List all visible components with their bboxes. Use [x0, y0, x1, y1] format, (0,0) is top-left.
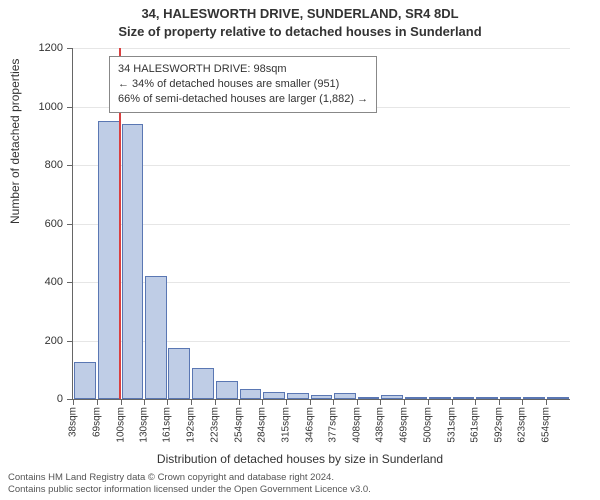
x-tick	[404, 399, 405, 405]
x-tick	[333, 399, 334, 405]
x-tick	[97, 399, 98, 405]
x-tick	[286, 399, 287, 405]
bar	[405, 397, 427, 399]
footer-attribution: Contains HM Land Registry data © Crown c…	[8, 472, 371, 496]
x-tick-label: 130sqm	[138, 407, 149, 443]
plot-area: 02004006008001000120038sqm69sqm100sqm130…	[72, 48, 570, 400]
bar	[192, 368, 214, 399]
x-tick-label: 161sqm	[162, 407, 173, 443]
bar	[334, 393, 356, 399]
y-tick	[67, 282, 73, 283]
x-tick	[191, 399, 192, 405]
x-tick-label: 469sqm	[399, 407, 410, 443]
x-tick-label: 315sqm	[280, 407, 291, 443]
bar	[168, 348, 190, 399]
bar	[500, 397, 522, 399]
bar	[381, 395, 403, 399]
x-tick-label: 38sqm	[68, 407, 79, 437]
footer-line-1: Contains HM Land Registry data © Crown c…	[8, 472, 371, 484]
x-tick	[380, 399, 381, 405]
x-tick	[428, 399, 429, 405]
bar	[311, 395, 333, 399]
x-tick-label: 654sqm	[541, 407, 552, 443]
bar	[145, 276, 167, 399]
x-tick	[144, 399, 145, 405]
bar	[74, 362, 96, 399]
y-tick-label: 600	[45, 218, 63, 230]
bar	[429, 397, 451, 399]
x-tick-label: 254sqm	[233, 407, 244, 443]
y-tick	[67, 224, 73, 225]
x-tick-label: 377sqm	[328, 407, 339, 443]
x-tick-label: 531sqm	[446, 407, 457, 443]
bar	[523, 397, 545, 399]
y-tick-label: 200	[45, 335, 63, 347]
x-tick-label: 500sqm	[422, 407, 433, 443]
x-tick-label: 284sqm	[256, 407, 267, 443]
bar	[453, 397, 474, 399]
bar	[122, 124, 143, 399]
x-tick	[522, 399, 523, 405]
x-tick-label: 192sqm	[186, 407, 197, 443]
gridline	[73, 165, 570, 166]
legend-line-1: 34 HALESWORTH DRIVE: 98sqm	[118, 62, 368, 77]
bar	[216, 381, 238, 399]
bar	[240, 389, 261, 399]
y-axis-title: Number of detached properties	[8, 59, 22, 224]
x-tick	[167, 399, 168, 405]
y-tick	[67, 48, 73, 49]
x-tick-label: 408sqm	[352, 407, 363, 443]
x-tick	[452, 399, 453, 405]
x-tick-label: 438sqm	[375, 407, 386, 443]
gridline	[73, 48, 570, 49]
y-tick-label: 1200	[39, 42, 63, 54]
x-tick-label: 69sqm	[91, 407, 102, 437]
footer-line-2: Contains public sector information licen…	[8, 484, 371, 496]
bar	[98, 121, 120, 399]
x-tick-label: 561sqm	[469, 407, 480, 443]
y-tick	[67, 341, 73, 342]
y-tick-label: 1000	[39, 101, 63, 113]
gridline	[73, 224, 570, 225]
legend-box: 34 HALESWORTH DRIVE: 98sqm ← 34% of deta…	[109, 56, 377, 113]
x-tick	[310, 399, 311, 405]
x-tick-label: 346sqm	[304, 407, 315, 443]
x-tick	[262, 399, 263, 405]
x-tick	[215, 399, 216, 405]
legend-line-3: 66% of semi-detached houses are larger (…	[118, 92, 368, 107]
x-tick	[475, 399, 476, 405]
bar	[287, 393, 309, 399]
x-tick	[546, 399, 547, 405]
bar	[476, 397, 498, 399]
x-tick	[499, 399, 500, 405]
x-tick	[121, 399, 122, 405]
legend-line-2: ← 34% of detached houses are smaller (95…	[118, 77, 368, 92]
bar	[263, 392, 285, 399]
x-tick-label: 223sqm	[210, 407, 221, 443]
x-tick-label: 623sqm	[517, 407, 528, 443]
page-subtitle: Size of property relative to detached ho…	[0, 24, 600, 39]
x-tick-label: 100sqm	[115, 407, 126, 443]
y-tick-label: 0	[57, 393, 63, 405]
bar	[358, 397, 379, 399]
page-title: 34, HALESWORTH DRIVE, SUNDERLAND, SR4 8D…	[0, 6, 600, 21]
x-tick	[73, 399, 74, 405]
x-tick	[357, 399, 358, 405]
y-tick-label: 800	[45, 159, 63, 171]
y-tick	[67, 107, 73, 108]
x-axis-title: Distribution of detached houses by size …	[0, 452, 600, 466]
y-tick-label: 400	[45, 276, 63, 288]
x-tick-label: 592sqm	[493, 407, 504, 443]
y-tick	[67, 165, 73, 166]
chart-container: 34, HALESWORTH DRIVE, SUNDERLAND, SR4 8D…	[0, 0, 600, 500]
x-tick	[239, 399, 240, 405]
bar	[547, 397, 569, 399]
